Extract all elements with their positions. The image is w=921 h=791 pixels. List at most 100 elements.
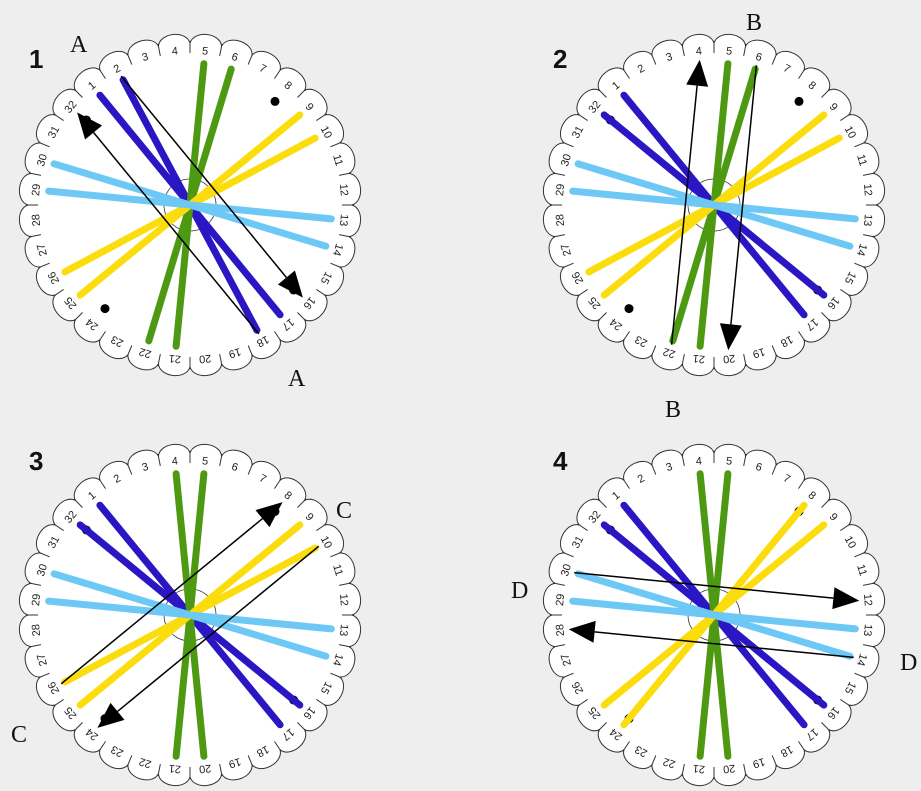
slot-cut bbox=[854, 672, 866, 679]
slot-cut bbox=[297, 312, 307, 322]
arrow-label-end: D bbox=[900, 650, 917, 676]
arrow-head bbox=[277, 270, 303, 298]
slot-number: 5 bbox=[725, 45, 732, 58]
slot-cut bbox=[274, 331, 282, 342]
reference-dot bbox=[100, 304, 110, 314]
slot-number: 4 bbox=[171, 455, 178, 468]
slot-number: 13 bbox=[337, 623, 350, 636]
slot-cut bbox=[577, 289, 588, 297]
slot-cut bbox=[126, 755, 133, 767]
slot-cut bbox=[562, 262, 574, 269]
slot-number: 14 bbox=[330, 652, 345, 667]
slot-cut bbox=[29, 172, 42, 176]
slot-number: 20 bbox=[722, 762, 735, 775]
slot-cut bbox=[247, 345, 254, 357]
slot-number: 29 bbox=[554, 183, 567, 196]
arrow-line bbox=[60, 518, 263, 685]
slot-number: 23 bbox=[109, 333, 125, 349]
slot-cut bbox=[126, 345, 133, 357]
slot-number: 5 bbox=[201, 45, 208, 58]
slot-number: 11 bbox=[854, 153, 869, 167]
slot-cut bbox=[650, 755, 657, 767]
arrow-label-end: A bbox=[288, 366, 306, 392]
arrow-line bbox=[93, 132, 260, 335]
slot-number: 30 bbox=[35, 563, 50, 578]
slot-cut bbox=[562, 141, 574, 148]
slot-cut bbox=[771, 345, 778, 357]
slot-cut bbox=[73, 722, 83, 732]
slot-cut bbox=[38, 672, 50, 679]
slot-number: 21 bbox=[692, 352, 705, 365]
slot-number: 3 bbox=[141, 51, 150, 64]
slot-number: 13 bbox=[861, 623, 874, 636]
slot-number: 19 bbox=[227, 345, 242, 360]
slot-cut bbox=[743, 353, 747, 366]
slot-cut bbox=[597, 88, 607, 98]
slot-number: 12 bbox=[337, 183, 350, 196]
slot-number: 27 bbox=[559, 652, 574, 667]
arrow-head bbox=[568, 620, 596, 643]
slot-cut bbox=[862, 234, 875, 238]
slot-number: 29 bbox=[30, 593, 43, 606]
slot-cut bbox=[53, 113, 64, 121]
slot-number: 4 bbox=[171, 45, 178, 58]
slot-cut bbox=[743, 763, 747, 776]
slot-cut bbox=[219, 454, 223, 467]
slot-number: 32 bbox=[62, 509, 79, 526]
arrow-head bbox=[832, 587, 860, 610]
slot-number: 11 bbox=[330, 563, 345, 577]
slot-number: 20 bbox=[198, 352, 211, 365]
slot-cut bbox=[854, 141, 866, 148]
slot-number: 23 bbox=[633, 333, 649, 349]
arrow-label-start: A bbox=[70, 32, 88, 58]
slot-cut bbox=[330, 262, 342, 269]
slot-number: 27 bbox=[559, 242, 574, 257]
slot-number: 6 bbox=[754, 461, 763, 474]
slot-cut bbox=[743, 44, 747, 57]
arrow-head bbox=[686, 59, 709, 87]
slot-cut bbox=[297, 498, 307, 508]
slot-cut bbox=[597, 498, 607, 508]
panel-3: 123 4 5 67891011121314151617181920212223242… bbox=[11, 444, 361, 786]
slot-cut bbox=[553, 234, 566, 238]
panel-1: 123 4 5 67891011121314151617181920212223242… bbox=[19, 32, 361, 392]
slot-cut bbox=[553, 582, 566, 586]
slot-number: 22 bbox=[662, 345, 677, 360]
slot-cut bbox=[330, 672, 342, 679]
slot-number: 30 bbox=[35, 153, 50, 168]
slot-cut bbox=[798, 331, 806, 342]
slot-number: 13 bbox=[337, 213, 350, 226]
slot-number: 31 bbox=[46, 124, 62, 140]
slot-cut bbox=[622, 68, 630, 79]
slot-number: 6 bbox=[230, 51, 239, 64]
slot-cut bbox=[798, 741, 806, 752]
slot-cut bbox=[274, 478, 282, 489]
slot-cut bbox=[597, 312, 607, 322]
slot-cut bbox=[98, 741, 106, 752]
slot-number: 20 bbox=[722, 352, 735, 365]
slot-cut bbox=[53, 289, 64, 297]
slot-number: 3 bbox=[665, 51, 674, 64]
braiding-disk: 123 4 5 67891011121314151617181920212223242… bbox=[543, 444, 885, 786]
arrow-head bbox=[97, 702, 125, 728]
slot-cut bbox=[157, 44, 161, 57]
slot-number: 2 bbox=[112, 62, 123, 75]
slot-number: 14 bbox=[854, 652, 869, 667]
panel-number: 3 bbox=[29, 446, 43, 476]
slot-cut bbox=[622, 331, 630, 342]
slot-cut bbox=[650, 53, 657, 65]
slot-cut bbox=[157, 454, 161, 467]
slot-number: 12 bbox=[861, 593, 874, 606]
slot-cut bbox=[840, 289, 851, 297]
slot-number: 3 bbox=[141, 461, 150, 474]
slot-number: 7 bbox=[781, 472, 792, 485]
arrow-line bbox=[574, 571, 834, 599]
slot-cut bbox=[577, 113, 588, 121]
arrow-line bbox=[594, 631, 854, 659]
slot-number: 21 bbox=[692, 762, 705, 775]
arrow-label-end: B bbox=[665, 397, 681, 423]
slot-cut bbox=[622, 478, 630, 489]
slot-number: 23 bbox=[109, 743, 125, 759]
slot-number: 27 bbox=[35, 242, 50, 257]
slot-cut bbox=[743, 454, 747, 467]
